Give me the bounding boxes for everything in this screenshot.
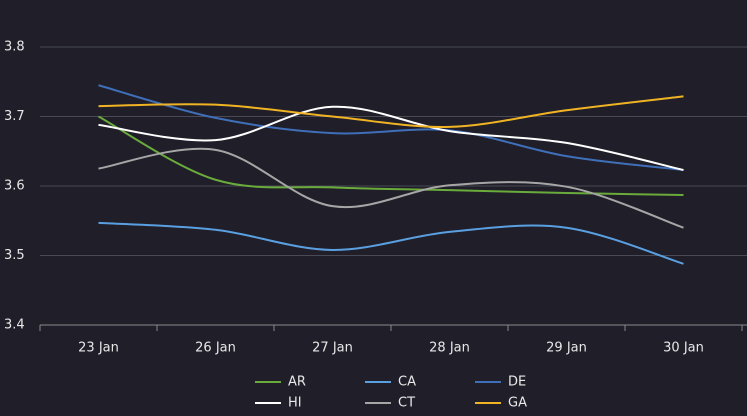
series-line <box>98 115 684 197</box>
x-tick-label: 23 Jan <box>78 341 119 356</box>
y-tick-label: 3.8 <box>4 40 25 55</box>
series-line <box>98 95 684 129</box>
legend-label: AR <box>288 375 306 390</box>
y-tick-label: 3.5 <box>4 248 25 263</box>
series-line <box>98 84 684 172</box>
legend-label: CA <box>398 375 416 390</box>
legend-label: CT <box>398 396 415 411</box>
x-tick-label: 26 Jan <box>195 341 236 356</box>
legend-label: HI <box>288 396 302 411</box>
x-tick-label: 30 Jan <box>663 341 704 356</box>
series-line <box>98 221 684 265</box>
x-tick-label: 27 Jan <box>312 341 353 356</box>
y-tick-label: 3.7 <box>4 109 25 124</box>
legend-label: GA <box>508 396 527 411</box>
y-tick-label: 3.4 <box>4 318 25 333</box>
series-line <box>98 105 684 171</box>
legend-label: DE <box>508 375 526 390</box>
y-tick-label: 3.6 <box>4 179 25 194</box>
series-line <box>98 147 684 229</box>
x-tick-label: 29 Jan <box>546 341 587 356</box>
x-tick-label: 28 Jan <box>429 341 470 356</box>
